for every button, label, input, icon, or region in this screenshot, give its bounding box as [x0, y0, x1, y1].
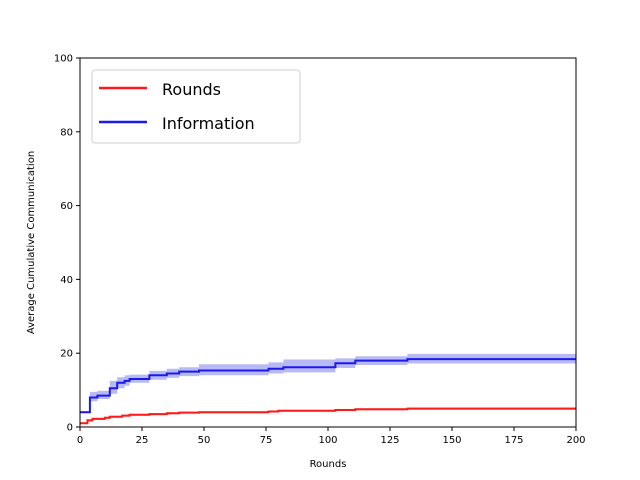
x-tick-label: 175 — [504, 435, 523, 446]
y-tick-label: 80 — [60, 127, 73, 138]
x-tick-label: 75 — [260, 435, 273, 446]
x-tick-label: 25 — [136, 435, 149, 446]
x-tick-label: 100 — [318, 435, 337, 446]
x-tick-label: 200 — [566, 435, 585, 446]
y-tick-label: 0 — [67, 423, 73, 434]
legend-label-information: Information — [162, 114, 255, 133]
series-line-information — [80, 358, 576, 414]
x-tick-label: 125 — [380, 435, 399, 446]
x-tick-label: 0 — [77, 435, 83, 446]
x-tick-label: 150 — [442, 435, 461, 446]
band-information — [80, 353, 576, 413]
x-axis-ticks: 0 25 50 75 100 125 150 175 200 — [77, 427, 586, 446]
legend-label-rounds: Rounds — [162, 80, 221, 99]
series-line-rounds — [80, 407, 576, 425]
y-axis-label: Average Cumulative Communication — [26, 151, 37, 334]
legend: Rounds Information — [91, 69, 301, 144]
y-tick-label: 20 — [60, 349, 73, 360]
y-axis-ticks: 0 20 40 60 80 100 — [54, 54, 80, 434]
y-tick-label: 60 — [60, 201, 73, 212]
y-tick-label: 100 — [54, 54, 73, 65]
x-tick-label: 50 — [198, 435, 211, 446]
y-tick-label: 40 — [60, 275, 73, 286]
series-lines — [80, 358, 576, 425]
x-axis-label: Rounds — [310, 459, 347, 470]
